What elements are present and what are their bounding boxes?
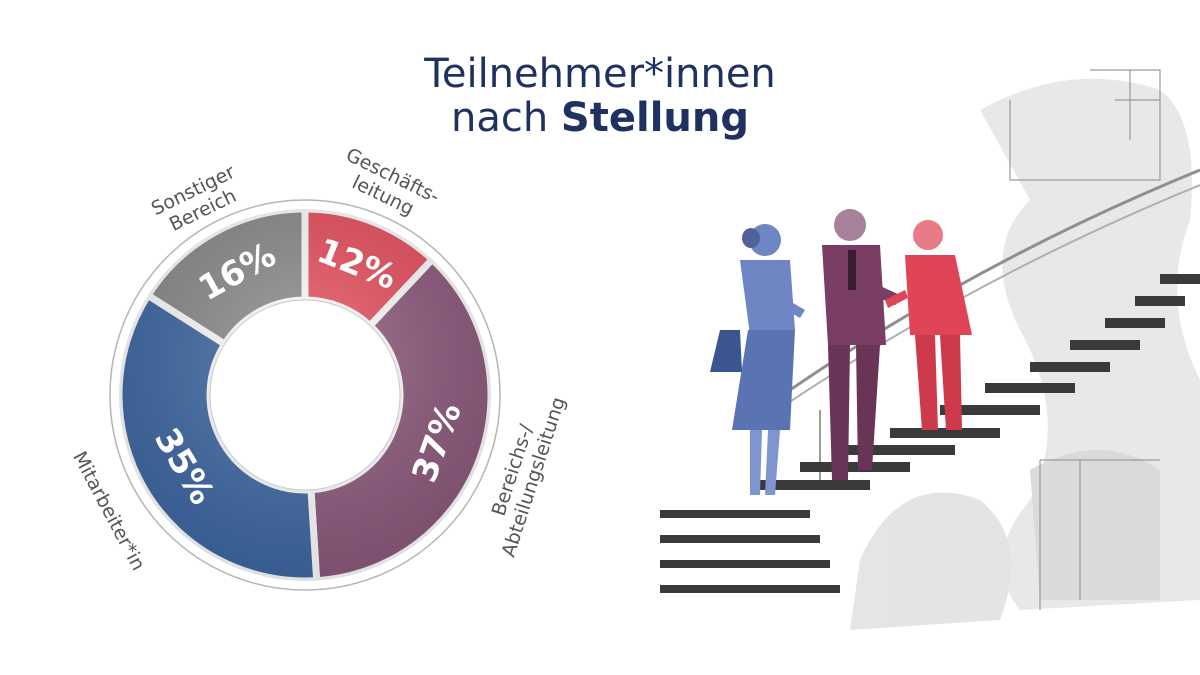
donut-hole (210, 300, 400, 490)
donut-outer-ring (109, 199, 501, 591)
woman-figure (710, 224, 805, 495)
building-sketch-lines (1009, 69, 1161, 610)
title-line-2: nach Stellung (390, 96, 810, 140)
man-right-figure (885, 220, 972, 430)
donut-chart: 12%37%35%16% Geschäfts-leitungBereichs-/… (68, 144, 570, 591)
title-line-2-bold: Stellung (560, 95, 749, 141)
staircase (660, 274, 1200, 593)
chart-title: Teilnehmer*innen nach Stellung (390, 52, 810, 140)
title-line-2-prefix: nach (451, 95, 561, 141)
man-center-figure (822, 209, 900, 480)
donut-inner-ring (209, 299, 401, 491)
business-people-on-stairs-icon (660, 69, 1200, 630)
background-wash (850, 78, 1200, 630)
title-line-1: Teilnehmer*innen (424, 51, 776, 97)
